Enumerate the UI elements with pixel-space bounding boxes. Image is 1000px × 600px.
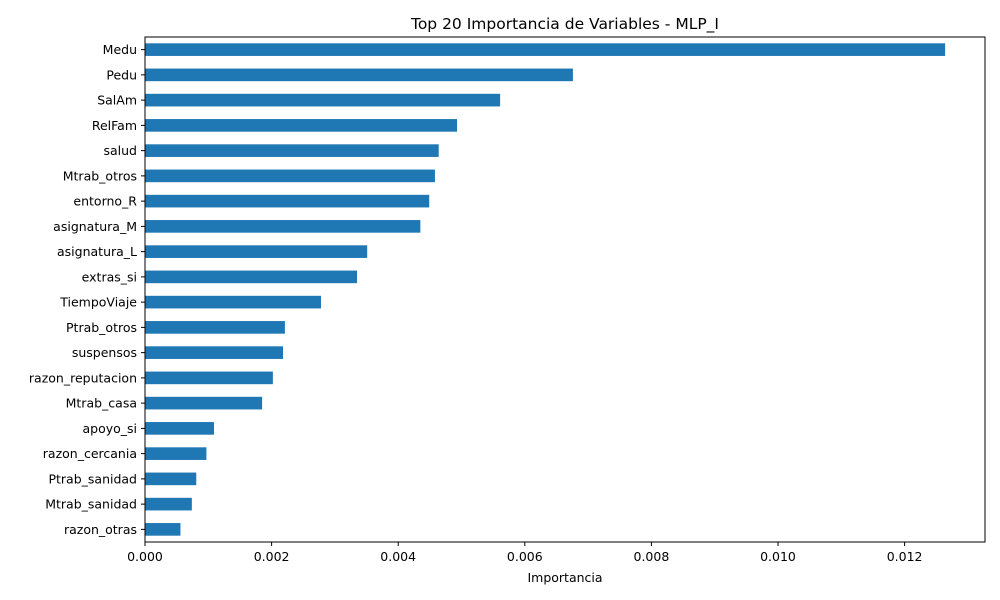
bar-SalAm <box>145 93 501 107</box>
bar-asignatura_M <box>145 220 421 233</box>
y-tick-label: razon_otras <box>64 522 137 537</box>
bar-razon_otras <box>145 523 181 536</box>
y-tick-label: Pedu <box>106 67 137 82</box>
x-axis-label: Importancia <box>527 570 602 585</box>
x-tick-label: 0.000 <box>127 549 163 564</box>
y-tick-labels: Medu Pedu SalAm RelFam salud Mtrab_otrosentor… <box>29 42 145 537</box>
bar-razon_cercania <box>145 447 207 460</box>
x-tick-label: 0.008 <box>634 549 670 564</box>
x-tick-label: 0.010 <box>760 549 796 564</box>
y-tick-label: asignatura_M <box>53 219 137 234</box>
bar-asignatura_L <box>145 245 368 258</box>
y-tick-label: extras_si <box>82 269 137 284</box>
y-tick-label: SalAm <box>97 93 137 108</box>
x-tick-label: 0.006 <box>507 549 543 564</box>
bars-group <box>145 43 946 536</box>
bar-Ptrab_sanidad <box>145 472 197 486</box>
bar-TiempoViaje <box>145 295 321 309</box>
y-tick-label: asignatura_L <box>57 244 137 259</box>
y-tick-label: RelFam <box>92 118 137 133</box>
bar-Medu <box>145 43 946 56</box>
bar-Ptrab_otros <box>145 321 285 334</box>
y-tick-label: Ptrab_sanidad <box>48 471 137 486</box>
x-tick-label: 0.002 <box>254 549 290 564</box>
bar-apoyo_si <box>145 422 214 435</box>
x-axis: 0.000 0.002 0.004 0.006 0.008 0.010 0.012 <box>127 542 923 564</box>
y-tick-label: Mtrab_sanidad <box>45 497 137 512</box>
bar-salud <box>145 144 439 157</box>
bar-suspensos <box>145 346 283 359</box>
bar-RelFam <box>145 119 458 132</box>
bar-Mtrab_otros <box>145 169 435 183</box>
y-tick-label: entorno_R <box>73 194 137 209</box>
y-tick-label: Medu <box>103 42 137 57</box>
y-tick-label: Ptrab_otros <box>66 320 137 335</box>
y-tick-label: razon_reputacion <box>29 370 137 385</box>
bar-entorno_R <box>145 194 430 208</box>
plot-frame <box>144 36 986 543</box>
bar-Pedu <box>145 68 573 82</box>
bar-Mtrab_casa <box>145 396 263 410</box>
x-tick-label: 0.012 <box>887 549 923 564</box>
y-tick-label: salud <box>103 143 137 158</box>
y-tick-label: apoyo_si <box>82 421 137 436</box>
y-tick-label: razon_cercania <box>43 446 137 461</box>
y-tick-label: suspensos <box>72 345 137 360</box>
y-tick-label: Mtrab_casa <box>66 396 137 411</box>
chart-title: Top 20 Importancia de Variables - MLP_I <box>410 15 719 34</box>
x-tick-label: 0.004 <box>380 549 416 564</box>
bar-extras_si <box>145 270 358 284</box>
bar-Mtrab_sanidad <box>145 497 192 511</box>
y-tick-label: Mtrab_otros <box>63 168 137 183</box>
y-tick-label: TiempoViaje <box>59 295 137 310</box>
bar-razon_reputacion <box>145 371 273 385</box>
